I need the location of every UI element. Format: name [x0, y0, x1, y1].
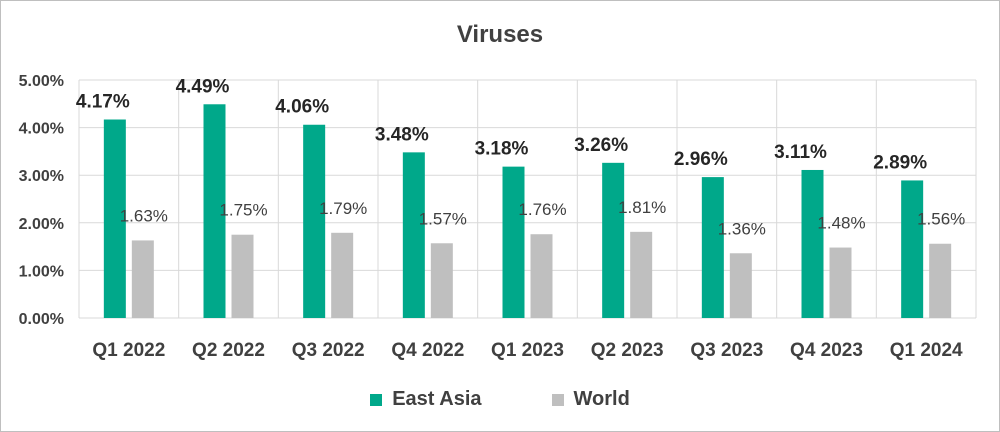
- legend-item-east-asia: East Asia: [370, 388, 482, 411]
- bar-world: [131, 240, 154, 318]
- data-label-east-asia: 3.48%: [375, 124, 429, 145]
- legend-swatch-east-asia: [370, 393, 383, 406]
- data-label-east-asia: 4.17%: [76, 92, 130, 113]
- x-tick-label: Q1 2022: [92, 340, 165, 361]
- data-label-world: 1.56%: [917, 210, 965, 229]
- bar-east-asia: [502, 166, 525, 318]
- data-label-east-asia: 3.11%: [774, 142, 827, 163]
- bar-east-asia: [801, 169, 824, 318]
- bar-east-asia: [402, 152, 425, 318]
- y-tick-label: 2.00%: [19, 216, 64, 233]
- y-tick-label: 5.00%: [19, 73, 64, 90]
- bar-east-asia: [901, 180, 924, 318]
- bar-world: [630, 231, 653, 318]
- legend-item-world: World: [551, 388, 630, 411]
- x-tick-label: Q1 2024: [890, 340, 963, 361]
- data-label-east-asia: 3.26%: [574, 135, 628, 156]
- bar-east-asia: [103, 119, 126, 319]
- data-label-east-asia: 2.89%: [873, 152, 927, 173]
- data-label-world: 1.36%: [718, 219, 766, 238]
- legend-label-east-asia: East Asia: [392, 388, 482, 410]
- y-tick-label: 1.00%: [19, 263, 64, 280]
- x-tick-label: Q4 2023: [790, 340, 863, 361]
- y-tick-label: 4.00%: [19, 121, 64, 138]
- bar-world: [729, 253, 752, 318]
- data-label-world: 1.48%: [817, 214, 865, 233]
- y-tick-label: 3.00%: [19, 168, 64, 185]
- x-tick-label: Q3 2023: [690, 340, 763, 361]
- legend: East Asia World: [1, 388, 999, 411]
- data-label-world: 1.81%: [618, 198, 666, 217]
- x-tick-label: Q2 2022: [192, 340, 265, 361]
- bar-world: [231, 234, 254, 318]
- data-label-east-asia: 2.96%: [674, 149, 728, 170]
- bar-world: [829, 247, 852, 318]
- legend-swatch-world: [551, 393, 564, 406]
- data-label-world: 1.75%: [219, 201, 267, 220]
- legend-label-world: World: [573, 388, 630, 410]
- bar-east-asia: [602, 162, 625, 318]
- data-label-world: 1.63%: [120, 206, 168, 225]
- chart-title: Viruses: [456, 21, 544, 48]
- bar-east-asia: [701, 177, 724, 318]
- x-tick-label: Q2 2023: [591, 340, 664, 361]
- x-tick-label: Q1 2023: [491, 340, 564, 361]
- data-label-world: 1.76%: [518, 200, 566, 219]
- bar-east-asia: [203, 104, 226, 318]
- x-tick-label: Q3 2022: [292, 340, 365, 361]
- bar-world: [430, 243, 453, 318]
- data-label-east-asia: 4.06%: [275, 97, 329, 118]
- data-label-east-asia: 3.18%: [475, 139, 529, 160]
- data-label-east-asia: 4.49%: [176, 76, 230, 97]
- y-tick-label: 0.00%: [19, 311, 64, 328]
- data-label-world: 1.57%: [419, 209, 467, 228]
- bar-world: [530, 234, 553, 318]
- x-tick-label: Q4 2022: [391, 340, 464, 361]
- bar-world: [929, 243, 952, 318]
- bar-east-asia: [303, 124, 326, 318]
- bar-world: [331, 232, 354, 318]
- data-label-world: 1.79%: [319, 199, 367, 218]
